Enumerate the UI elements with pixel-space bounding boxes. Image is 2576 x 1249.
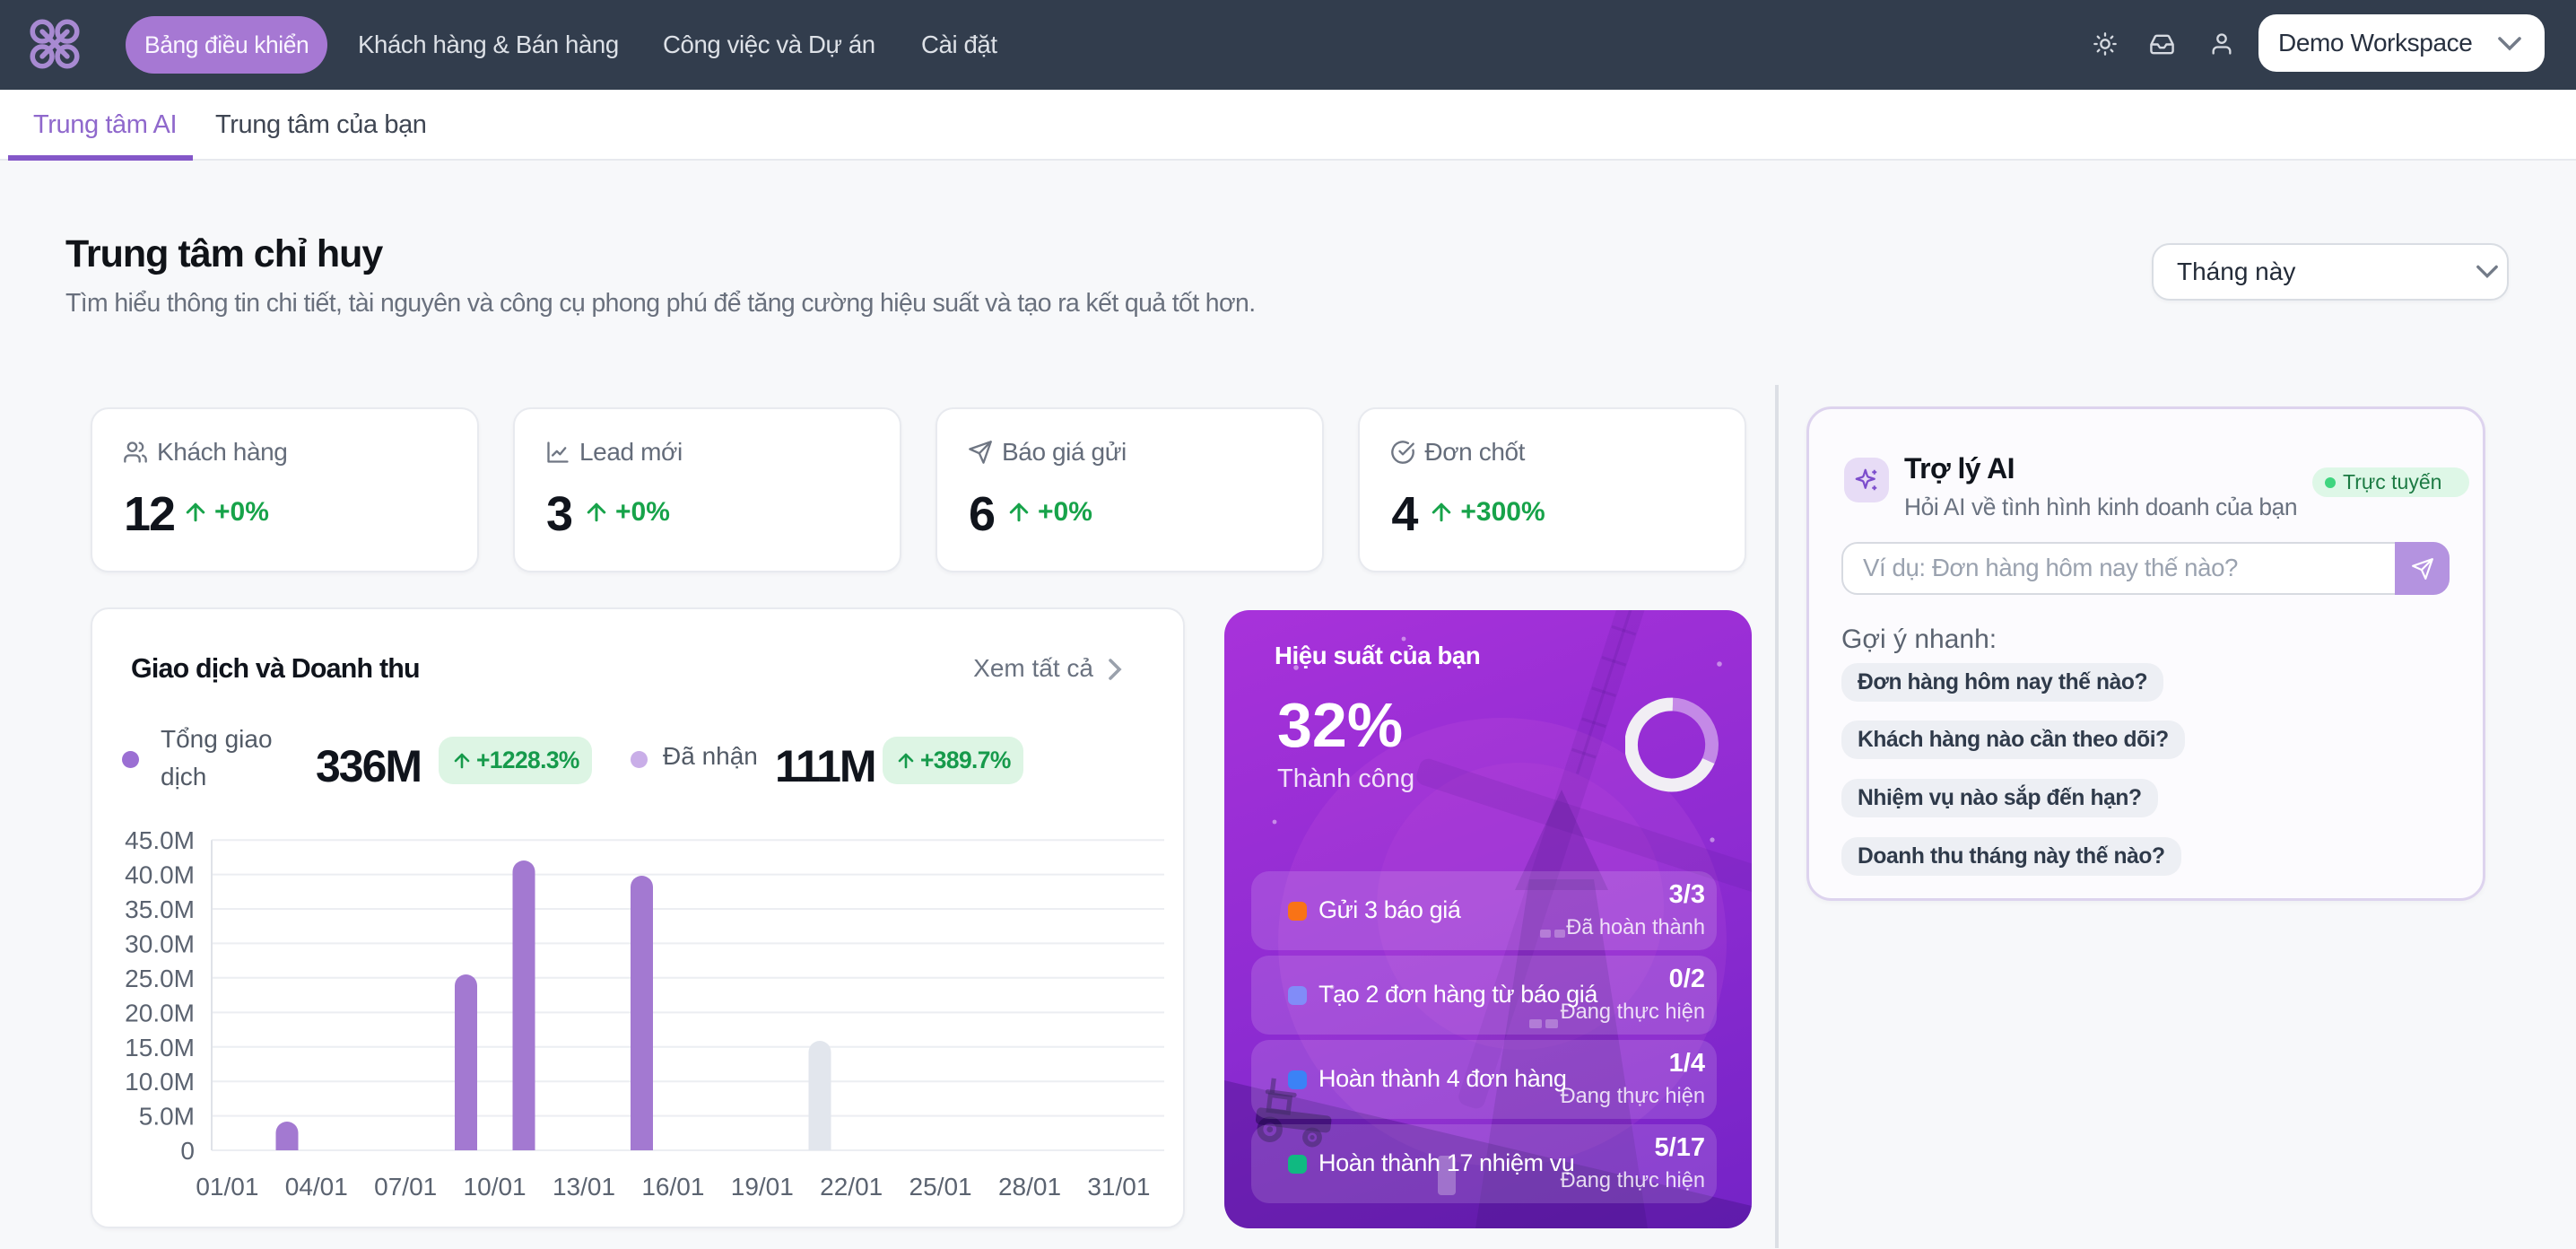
svg-text:01/01: 01/01 bbox=[196, 1173, 258, 1201]
svg-text:40.0M: 40.0M bbox=[125, 861, 195, 889]
svg-text:22/01: 22/01 bbox=[820, 1173, 883, 1201]
svg-text:25.0M: 25.0M bbox=[125, 965, 195, 992]
svg-text:30.0M: 30.0M bbox=[125, 930, 195, 957]
svg-text:25/01: 25/01 bbox=[909, 1173, 972, 1201]
svg-text:19/01: 19/01 bbox=[731, 1173, 794, 1201]
svg-text:5.0M: 5.0M bbox=[139, 1103, 195, 1131]
svg-text:13/01: 13/01 bbox=[553, 1173, 615, 1201]
svg-text:07/01: 07/01 bbox=[374, 1173, 437, 1201]
svg-text:31/01: 31/01 bbox=[1087, 1173, 1150, 1201]
svg-text:28/01: 28/01 bbox=[998, 1173, 1061, 1201]
svg-text:10.0M: 10.0M bbox=[125, 1068, 195, 1096]
svg-text:10/01: 10/01 bbox=[464, 1173, 527, 1201]
svg-text:45.0M: 45.0M bbox=[125, 826, 195, 854]
svg-text:35.0M: 35.0M bbox=[125, 895, 195, 923]
svg-text:0: 0 bbox=[180, 1137, 195, 1165]
svg-text:04/01: 04/01 bbox=[285, 1173, 348, 1201]
svg-text:15.0M: 15.0M bbox=[125, 1034, 195, 1061]
svg-text:16/01: 16/01 bbox=[641, 1173, 704, 1201]
svg-text:20.0M: 20.0M bbox=[125, 999, 195, 1026]
